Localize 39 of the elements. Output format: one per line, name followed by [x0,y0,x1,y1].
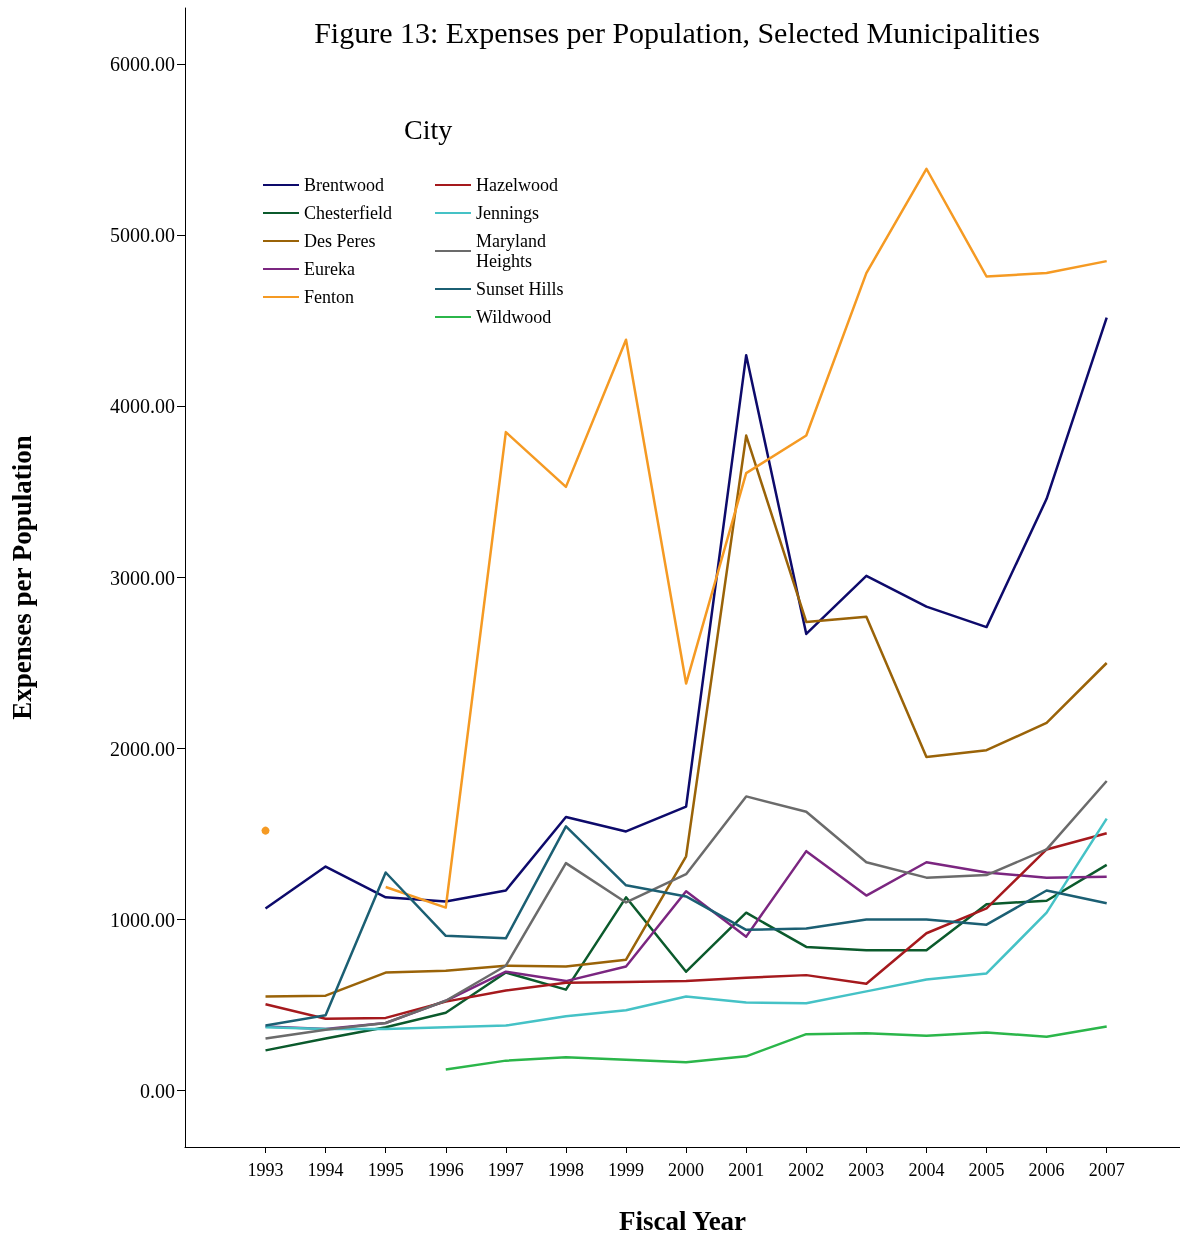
x-tick-label: 2006 [1028,1160,1065,1180]
y-tick-label: 5000.00 [110,224,175,247]
y-tick-label: 4000.00 [110,395,175,418]
legend-title: City [404,113,453,145]
x-tick-label: 2005 [968,1160,1005,1180]
legend-label: Chesterfield [304,203,392,223]
legend-label: Hazelwood [476,175,558,195]
line-series [444,1025,1108,1071]
line-series [264,434,1108,998]
x-tick-label: 1997 [487,1160,524,1180]
legend-label: Jennings [476,203,539,223]
x-tick-label: 2004 [908,1160,945,1180]
legend-label: Sunset Hills [476,279,564,299]
y-tick-label: 2000.00 [110,737,175,760]
x-tick-label: 1999 [608,1160,645,1180]
x-tick-label: 2007 [1088,1160,1125,1180]
x-tick-label: 2000 [668,1160,705,1180]
x-tick-label: 1995 [367,1160,404,1180]
x-tick-label: 1993 [247,1160,284,1180]
legend-label: Eureka [304,259,355,279]
y-tick-label: 6000.00 [110,53,175,76]
x-axis-title: Fiscal Year [618,1205,747,1236]
x-tick-label: 2001 [728,1160,765,1180]
legend-label: Des Peres [304,231,376,251]
x-tick-label: 1998 [547,1160,584,1180]
x-tick-label: 1994 [307,1160,344,1180]
legend-label: Brentwood [304,175,384,195]
line-series [264,779,1108,1040]
legend-label: Maryland Heights [476,231,551,271]
x-tick-label: 1996 [427,1160,464,1180]
y-axis-title: Expenses per Population [6,435,37,720]
legend-label: Wildwood [476,307,552,327]
y-tick-label: 0.00 [140,1079,175,1102]
x-tick-label: 2003 [848,1160,885,1180]
legend-label: Fenton [304,287,355,307]
y-tick-label: 3000.00 [110,566,175,589]
y-tick-label: 1000.00 [110,908,175,931]
chart-title: Figure 13: Expenses per Population, Selected Municipalities [314,15,1040,49]
x-tick-label: 2002 [788,1160,825,1180]
